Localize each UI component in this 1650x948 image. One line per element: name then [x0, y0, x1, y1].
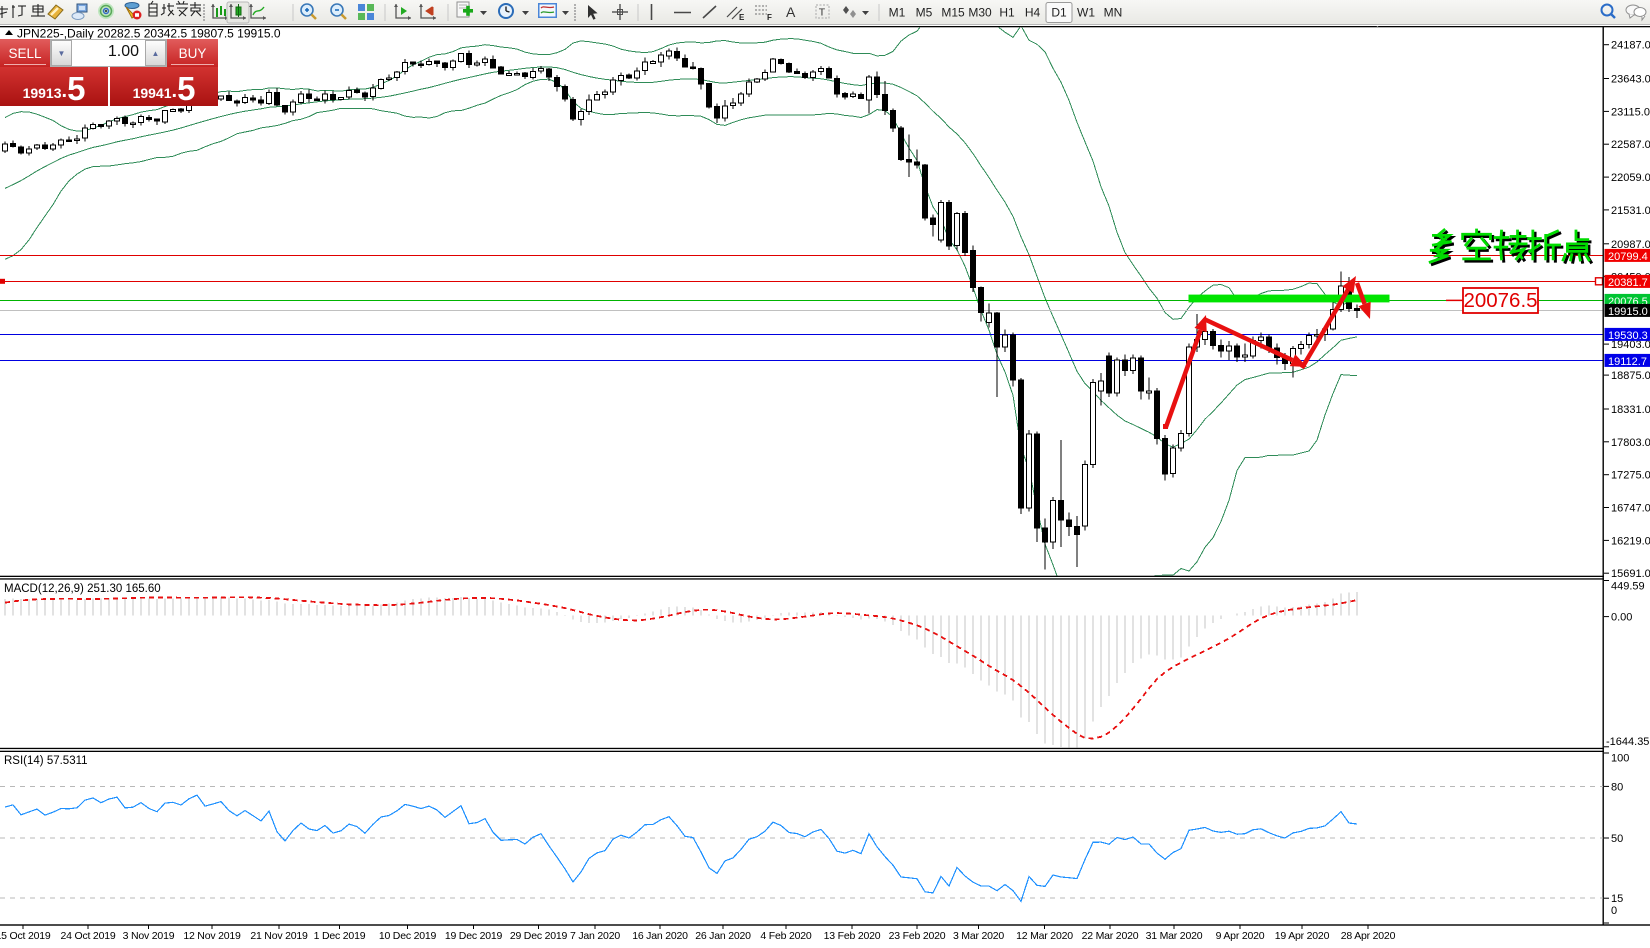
svg-text:15691.0: 15691.0 [1611, 568, 1650, 580]
svg-text:1 Dec 2019: 1 Dec 2019 [314, 930, 366, 942]
svg-text:100: 100 [1611, 753, 1629, 765]
svg-text:A: A [786, 4, 796, 20]
svg-text:12 Mar 2020: 12 Mar 2020 [1016, 930, 1073, 942]
svg-text:15: 15 [1611, 893, 1623, 905]
svg-text:20799.4: 20799.4 [1608, 251, 1648, 263]
svg-text:22059.0: 22059.0 [1611, 172, 1650, 184]
svg-text:21 Nov 2019: 21 Nov 2019 [250, 930, 308, 942]
svg-text:E: E [739, 13, 745, 22]
svg-text:20381.7: 20381.7 [1608, 277, 1648, 289]
svg-text:19112.7: 19112.7 [1608, 356, 1647, 368]
svg-text:19 Apr 2020: 19 Apr 2020 [1275, 930, 1330, 942]
svg-text:3 Nov 2019: 3 Nov 2019 [123, 930, 175, 942]
svg-text:M1: M1 [889, 6, 906, 20]
svg-text:RSI(14) 57.5311: RSI(14) 57.5311 [4, 755, 88, 767]
svg-text:17275.0: 17275.0 [1611, 470, 1650, 482]
svg-text:19 Dec 2019: 19 Dec 2019 [445, 930, 503, 942]
svg-text:17803.0: 17803.0 [1611, 437, 1650, 449]
svg-text:20076.5: 20076.5 [1463, 289, 1537, 312]
svg-text:7 Jan 2020: 7 Jan 2020 [570, 930, 620, 942]
svg-text:16 Jan 2020: 16 Jan 2020 [632, 930, 688, 942]
svg-text:21531.0: 21531.0 [1611, 205, 1650, 217]
svg-text:H4: H4 [1025, 6, 1041, 20]
svg-text:24 Oct 2019: 24 Oct 2019 [60, 930, 115, 942]
svg-text:M30: M30 [968, 6, 992, 20]
svg-text:4 Feb 2020: 4 Feb 2020 [760, 930, 811, 942]
svg-text:19530.3: 19530.3 [1608, 330, 1648, 342]
svg-text:M15: M15 [941, 6, 965, 20]
svg-text:F: F [767, 13, 772, 22]
svg-text:13 Feb 2020: 13 Feb 2020 [824, 930, 881, 942]
svg-text:24187.0: 24187.0 [1611, 40, 1650, 52]
svg-text:MN: MN [1104, 6, 1123, 20]
svg-text:18875.0: 18875.0 [1611, 370, 1650, 382]
svg-text:MACD(12,26,9) 251.30 165.60: MACD(12,26,9) 251.30 165.60 [4, 583, 161, 595]
svg-text:0.00: 0.00 [1611, 612, 1632, 624]
svg-text:50: 50 [1611, 833, 1623, 845]
svg-text:12 Nov 2019: 12 Nov 2019 [183, 930, 241, 942]
svg-text:18331.0: 18331.0 [1611, 404, 1650, 416]
svg-text:22587.0: 22587.0 [1611, 139, 1650, 151]
svg-text:10 Dec 2019: 10 Dec 2019 [379, 930, 437, 942]
svg-text:31 Mar 2020: 31 Mar 2020 [1146, 930, 1203, 942]
svg-text:19915.0: 19915.0 [1608, 306, 1648, 318]
svg-text:3 Mar 2020: 3 Mar 2020 [953, 930, 1004, 942]
svg-text:0: 0 [1611, 905, 1617, 917]
svg-text:-1644.35: -1644.35 [1606, 736, 1649, 748]
svg-text:23 Feb 2020: 23 Feb 2020 [889, 930, 946, 942]
svg-text:16219.0: 16219.0 [1611, 535, 1650, 547]
svg-text:80: 80 [1611, 781, 1623, 793]
svg-text:23643.0: 23643.0 [1611, 74, 1650, 86]
svg-text:9 Apr 2020: 9 Apr 2020 [1216, 930, 1265, 942]
svg-text:15 Oct 2019: 15 Oct 2019 [0, 930, 51, 942]
svg-text:28 Apr 2020: 28 Apr 2020 [1341, 930, 1396, 942]
svg-text:22 Mar 2020: 22 Mar 2020 [1082, 930, 1139, 942]
svg-text:449.59: 449.59 [1611, 581, 1645, 593]
svg-text:16747.0: 16747.0 [1611, 503, 1650, 515]
svg-text:H1: H1 [999, 6, 1015, 20]
svg-text:M5: M5 [916, 6, 933, 20]
svg-text:23115.0: 23115.0 [1611, 106, 1650, 118]
svg-text:D1: D1 [1051, 6, 1067, 20]
svg-text:W1: W1 [1077, 6, 1095, 20]
svg-text:26 Jan 2020: 26 Jan 2020 [695, 930, 751, 942]
svg-text:29 Dec 2019: 29 Dec 2019 [510, 930, 568, 942]
svg-text:T: T [819, 7, 826, 19]
